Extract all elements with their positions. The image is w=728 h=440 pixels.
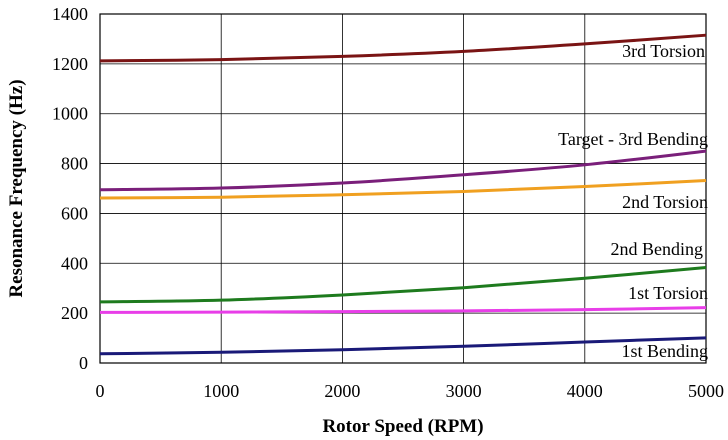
y-tick-label: 1400: [52, 4, 88, 24]
y-tick-label: 600: [61, 203, 88, 223]
series-label: 2nd Bending: [611, 239, 704, 259]
series-line-1: [99, 149, 707, 192]
series-labels: 3rd Torsion Target - 3rd Bending 2nd Torsi…: [558, 41, 708, 361]
x-tick-label: 3000: [446, 381, 482, 401]
series-line-3: [99, 266, 707, 304]
x-tick-label: 5000: [688, 381, 724, 401]
series-label: 1st Torsion: [628, 283, 708, 303]
y-tick-label: 0: [79, 353, 88, 373]
series-label: Target - 3rd Bending: [558, 129, 708, 149]
y-tick-label: 400: [61, 253, 88, 273]
series-line-5: [99, 336, 707, 356]
x-tick-label: 2000: [324, 381, 360, 401]
y-tick-label: 1200: [52, 54, 88, 74]
x-tick-label: 0: [96, 381, 105, 401]
x-axis-label: Rotor Speed (RPM): [322, 416, 483, 437]
series-lines: [99, 33, 707, 356]
series-label: 2nd Torsion: [622, 192, 708, 212]
x-tick-label: 1000: [203, 381, 239, 401]
y-tick-label: 200: [61, 303, 88, 323]
series-line-2: [99, 179, 707, 200]
y-axis-label: Resonance Frequency (Hz): [6, 79, 27, 297]
y-tick-labels: 0 200 400 600 800 1000 1200 1400: [52, 4, 88, 373]
series-label: 1st Bending: [621, 341, 708, 361]
y-tick-label: 800: [61, 154, 88, 174]
x-tick-label: 4000: [567, 381, 603, 401]
y-tick-label: 1000: [52, 104, 88, 124]
series-line-4: [99, 306, 707, 314]
series-line-0: [99, 33, 707, 63]
x-tick-labels: 0 1000 2000 3000 4000 5000: [96, 381, 725, 401]
series-label: 3rd Torsion: [622, 41, 705, 61]
